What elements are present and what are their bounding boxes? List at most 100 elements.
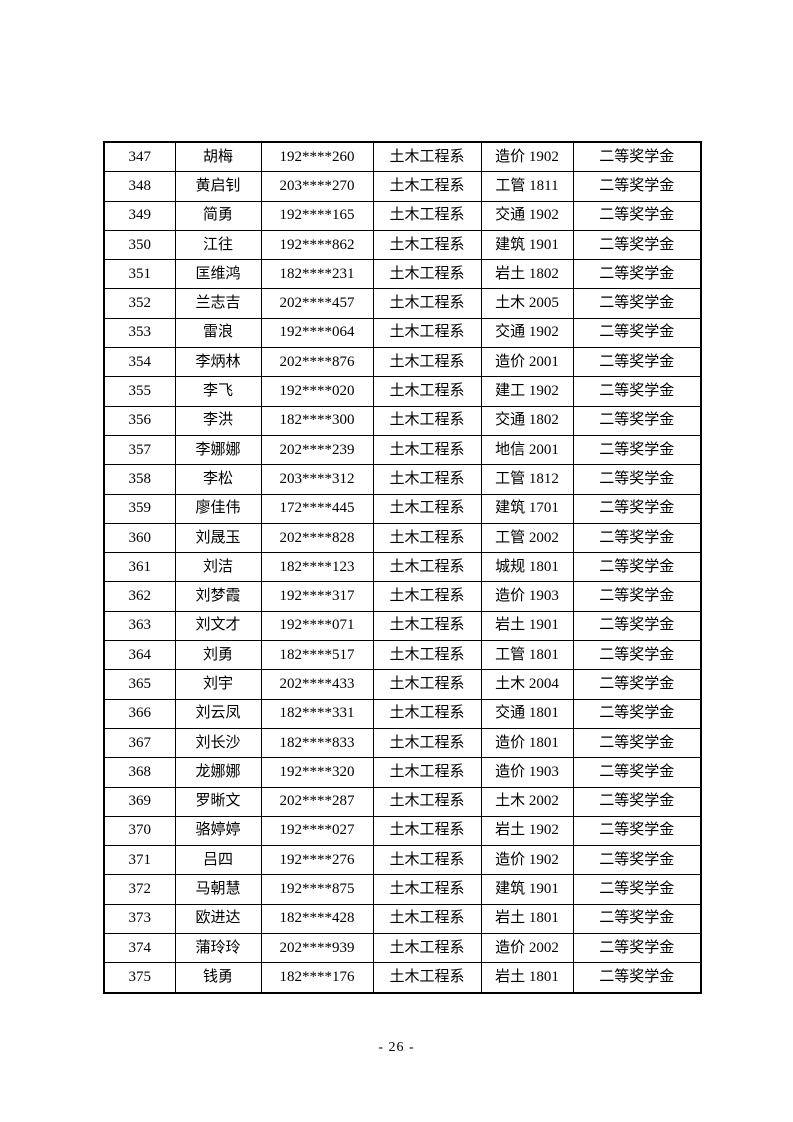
table-row: 370 骆婷婷 192****027 土木工程系 岩土 1902 二等奖学金 [103,815,702,847]
table-cell-award: 二等奖学金 [572,259,702,290]
table-cell-department: 土木工程系 [372,962,482,994]
table-cell-student_id: 202****433 [260,669,374,700]
table-cell-name: 刘云凤 [174,698,262,729]
table-cell-name: 李松 [174,464,262,495]
table-cell-student_id: 192****320 [260,757,374,788]
table-cell-department: 土木工程系 [372,874,482,905]
table-cell-name: 刘宇 [174,669,262,700]
table-cell-department: 土木工程系 [372,405,482,436]
table-row: 371 吕四 192****276 土木工程系 造价 1902 二等奖学金 [103,845,702,876]
table-cell-department: 土木工程系 [372,317,482,349]
table-cell-award: 二等奖学金 [572,698,702,729]
table-cell-award: 二等奖学金 [572,933,702,964]
table-cell-student_id: 182****331 [260,698,374,729]
table-cell-class: 工管 1811 [480,171,574,202]
table-cell-name: 刘文才 [174,610,262,642]
table-cell-name: 骆婷婷 [174,815,262,847]
table-cell-serial_number: 362 [103,581,176,612]
table-cell-serial_number: 360 [103,522,176,554]
table-cell-serial_number: 366 [103,698,176,729]
table-cell-name: 李飞 [174,376,262,407]
table-cell-class: 造价 1902 [480,141,574,173]
table-cell-award: 二等奖学金 [572,903,702,935]
table-cell-name: 刘洁 [174,552,262,583]
table-cell-award: 二等奖学金 [572,229,702,261]
table-row: 361 刘洁 182****123 土木工程系 城规 1801 二等奖学金 [103,552,702,583]
table-cell-name: 钱勇 [174,962,262,994]
table-cell-name: 吕四 [174,845,262,876]
table-cell-student_id: 182****833 [260,727,374,759]
table-cell-student_id: 192****064 [260,317,374,349]
table-cell-student_id: 182****428 [260,903,374,935]
table-cell-serial_number: 349 [103,200,176,231]
table-row: 353 雷浪 192****064 土木工程系 交通 1902 二等奖学金 [103,317,702,349]
table-cell-student_id: 202****876 [260,347,374,378]
table-cell-award: 二等奖学金 [572,552,702,583]
table-row: 348 黄启钊 203****270 土木工程系 工管 1811 二等奖学金 [103,171,702,202]
table-row: 367 刘长沙 182****833 土木工程系 造价 1801 二等奖学金 [103,727,702,759]
table-cell-award: 二等奖学金 [572,874,702,905]
table-cell-department: 土木工程系 [372,786,482,817]
table-cell-name: 罗晰文 [174,786,262,817]
table-cell-serial_number: 352 [103,288,176,319]
table-cell-class: 岩土 1801 [480,903,574,935]
table-cell-department: 土木工程系 [372,669,482,700]
table-cell-serial_number: 370 [103,815,176,847]
table-row: 350 江往 192****862 土木工程系 建筑 1901 二等奖学金 [103,229,702,261]
table-cell-department: 土木工程系 [372,376,482,407]
table-cell-award: 二等奖学金 [572,845,702,876]
table-cell-class: 地信 2001 [480,434,574,466]
table-cell-award: 二等奖学金 [572,962,702,994]
table-row: 369 罗晰文 202****287 土木工程系 土木 2002 二等奖学金 [103,786,702,817]
table-cell-class: 建筑 1901 [480,874,574,905]
table-cell-class: 土木 2002 [480,786,574,817]
table-cell-award: 二等奖学金 [572,376,702,407]
table-row: 374 蒲玲玲 202****939 土木工程系 造价 2002 二等奖学金 [103,933,702,964]
table-row: 347 胡梅 192****260 土木工程系 造价 1902 二等奖学金 [103,141,702,173]
table-cell-serial_number: 351 [103,259,176,290]
table-cell-class: 交通 1902 [480,200,574,231]
table-cell-class: 交通 1801 [480,698,574,729]
scholarship-table-body: 347 胡梅 192****260 土木工程系 造价 1902 二等奖学金 348 黄启钊 20… [103,141,702,994]
table-cell-department: 土木工程系 [372,464,482,495]
table-cell-department: 土木工程系 [372,698,482,729]
table-cell-award: 二等奖学金 [572,581,702,612]
table-cell-serial_number: 368 [103,757,176,788]
table-cell-name: 李炳林 [174,347,262,378]
table-cell-name: 刘长沙 [174,727,262,759]
table-cell-name: 龙娜娜 [174,757,262,788]
table-row: 354 李炳林 202****876 土木工程系 造价 2001 二等奖学金 [103,347,702,378]
table-cell-department: 土木工程系 [372,640,482,671]
table-row: 372 马朝慧 192****875 土木工程系 建筑 1901 二等奖学金 [103,874,702,905]
table-cell-class: 土木 2004 [480,669,574,700]
table-row: 360 刘晟玉 202****828 土木工程系 工管 2002 二等奖学金 [103,522,702,554]
table-row: 373 欧进达 182****428 土木工程系 岩土 1801 二等奖学金 [103,903,702,935]
table-row: 366 刘云凤 182****331 土木工程系 交通 1801 二等奖学金 [103,698,702,729]
table-cell-serial_number: 348 [103,171,176,202]
table-cell-serial_number: 354 [103,347,176,378]
table-cell-department: 土木工程系 [372,903,482,935]
scholarship-table: 347 胡梅 192****260 土木工程系 造价 1902 二等奖学金 348 黄启钊 20… [103,141,702,994]
table-cell-serial_number: 363 [103,610,176,642]
table-cell-student_id: 202****939 [260,933,374,964]
table-row: 351 匡维鸿 182****231 土木工程系 岩土 1802 二等奖学金 [103,259,702,290]
table-cell-class: 工管 2002 [480,522,574,554]
table-cell-serial_number: 371 [103,845,176,876]
table-cell-serial_number: 369 [103,786,176,817]
table-row: 357 李娜娜 202****239 土木工程系 地信 2001 二等奖学金 [103,434,702,466]
table-cell-student_id: 172****445 [260,493,374,524]
table-cell-name: 刘勇 [174,640,262,671]
table-cell-name: 匡维鸿 [174,259,262,290]
table-cell-department: 土木工程系 [372,933,482,964]
table-cell-serial_number: 347 [103,141,176,173]
table-cell-award: 二等奖学金 [572,640,702,671]
table-cell-department: 土木工程系 [372,757,482,788]
table-cell-class: 交通 1902 [480,317,574,349]
table-cell-serial_number: 365 [103,669,176,700]
table-cell-award: 二等奖学金 [572,347,702,378]
table-cell-name: 黄启钊 [174,171,262,202]
table-cell-class: 造价 1902 [480,845,574,876]
table-cell-class: 造价 1903 [480,581,574,612]
table-cell-award: 二等奖学金 [572,434,702,466]
